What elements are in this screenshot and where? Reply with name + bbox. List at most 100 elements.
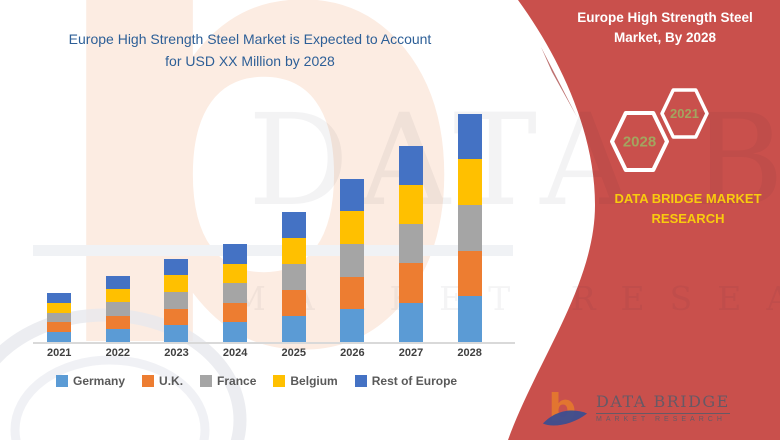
x-axis-line: [33, 342, 515, 344]
bar-segment-france: [47, 312, 72, 323]
bar-segment-france: [457, 205, 482, 251]
bar-2025: [281, 211, 306, 342]
logo-subtitle: MARKET RESEARCH: [596, 415, 726, 423]
bar-segment-belgium: [164, 275, 189, 293]
hexagon-2028: [610, 111, 669, 172]
bar-segment-rest-of-europe: [105, 275, 130, 290]
bar-segment-belgium: [223, 263, 248, 284]
bar-segment-rest-of-europe: [281, 211, 306, 238]
bar-segment-france: [223, 283, 248, 303]
chart-title: Europe High Strength Steel Market is Exp…: [35, 29, 465, 72]
bar-2021: [47, 292, 72, 342]
bar-segment-france: [340, 244, 365, 277]
bar-segment-u-k-: [223, 302, 248, 323]
bar-segment-germany: [223, 322, 248, 342]
bar-segment-rest-of-europe: [457, 113, 482, 160]
legend-label-uk: U.K.: [159, 374, 184, 388]
brand-name-line1: DATA BRIDGE MARKET: [614, 191, 762, 206]
legend-item-germany: Germany: [56, 374, 125, 388]
bar-2026: [340, 178, 365, 342]
databridge-logo-text: DATA BRIDGE MARKET RESEARCH: [596, 392, 730, 423]
bar-segment-rest-of-europe: [223, 243, 248, 264]
watermark-text-sub: MARKET RESEARCH: [232, 279, 780, 318]
year-hexagons: 2028 2021: [610, 88, 709, 172]
legend-swatch-france: [200, 375, 213, 387]
databridge-b-icon: b: [542, 386, 588, 430]
bar-2027: [399, 145, 424, 342]
x-axis-labels: 2021 2022 2023 2024 2025 2026 2027 2028: [40, 347, 498, 363]
bar-segment-germany: [457, 296, 482, 342]
bar-segment-belgium: [47, 302, 72, 313]
bar-segment-france: [399, 224, 424, 264]
bar-2028: [457, 113, 482, 342]
bar-segment-belgium: [281, 237, 306, 264]
databridge-logo: b DATA BRIDGE MARKET RESEARCH: [542, 384, 730, 430]
bar-segment-u-k-: [47, 322, 72, 333]
bar-segment-belgium: [457, 159, 482, 206]
bar-segment-u-k-: [105, 315, 130, 329]
hexagon-2028-label: 2028: [623, 134, 656, 151]
panel-title-line2: Market, By 2028: [613, 30, 717, 46]
legend-item-belgium: Belgium: [273, 374, 338, 388]
bar-segment-u-k-: [340, 276, 365, 310]
swoosh-watermark-icon: [0, 308, 247, 440]
logo-title: DATA BRIDGE: [596, 392, 730, 414]
ribbon-fold-shape: [541, 47, 577, 117]
chart-title-line1: Europe High Strength Steel Market is Exp…: [68, 31, 432, 47]
hexagon-2021-label: 2021: [670, 106, 699, 121]
legend-label-belgium: Belgium: [290, 374, 338, 388]
chart-legend: Germany U.K. France Belgium Rest of Euro…: [56, 374, 457, 388]
bar-segment-belgium: [105, 289, 130, 303]
x-tick-label-2021: 2021: [46, 347, 72, 359]
bar-segment-belgium: [340, 211, 365, 245]
legend-label-france: France: [217, 374, 257, 388]
legend-swatch-uk: [142, 375, 155, 387]
bar-segment-france: [281, 263, 306, 290]
bar-segment-france: [105, 302, 130, 316]
bar-segment-germany: [281, 315, 306, 342]
bar-segment-germany: [399, 302, 424, 342]
watermark-text-big: DATA BRID: [248, 87, 780, 234]
bar-2024: [223, 243, 248, 342]
x-tick-label-2024: 2024: [222, 347, 248, 359]
x-tick-label-2026: 2026: [340, 347, 365, 359]
watermark-band: [33, 245, 513, 256]
legend-swatch-germany: [56, 375, 68, 387]
bar-segment-rest-of-europe: [340, 178, 365, 212]
x-tick-label-2027: 2027: [398, 347, 424, 359]
bar-segment-france: [164, 292, 189, 309]
x-tick-label-2023: 2023: [164, 347, 189, 359]
bar-segment-rest-of-europe: [47, 292, 72, 303]
bar-2023: [164, 258, 189, 342]
bar-segment-germany: [164, 325, 189, 342]
legend-item-rest-of-europe: Rest of Europe: [354, 374, 458, 388]
chart-title-line2: for USD XX Million by 2028: [165, 52, 335, 69]
legend-swatch-belgium: [273, 375, 286, 387]
bar-segment-germany: [105, 328, 130, 342]
bar-segment-u-k-: [164, 308, 189, 326]
brand-name-text: DATA BRIDGE MARKET RESEARCH: [597, 189, 779, 228]
bar-segment-rest-of-europe: [164, 258, 189, 276]
bar-segment-rest-of-europe: [399, 145, 424, 185]
panel-title-line1: Europe High Strength Steel: [577, 10, 753, 25]
panel-title: Europe High Strength Steel Market, By 20…: [555, 8, 775, 49]
hexagon-2021: [660, 88, 709, 139]
brand-name-line2: RESEARCH: [651, 210, 725, 226]
legend-item-france: France: [200, 374, 256, 388]
bar-segment-u-k-: [281, 289, 306, 316]
bar-segment-germany: [47, 332, 72, 342]
bar-segment-belgium: [399, 184, 424, 225]
x-tick-label-2022: 2022: [105, 347, 131, 359]
bar-segment-u-k-: [457, 250, 482, 297]
bar-segment-germany: [340, 309, 365, 342]
x-tick-label-2025: 2025: [281, 347, 306, 359]
x-tick-label-2028: 2028: [457, 347, 482, 359]
bar-2022: [105, 275, 130, 342]
legend-label-rest-of-europe: Rest of Europe: [371, 374, 458, 388]
legend-item-uk: U.K.: [142, 374, 183, 388]
stacked-bar-chart: [40, 100, 498, 342]
legend-label-germany: Germany: [73, 374, 126, 388]
legend-swatch-rest-of-europe: [354, 375, 367, 387]
